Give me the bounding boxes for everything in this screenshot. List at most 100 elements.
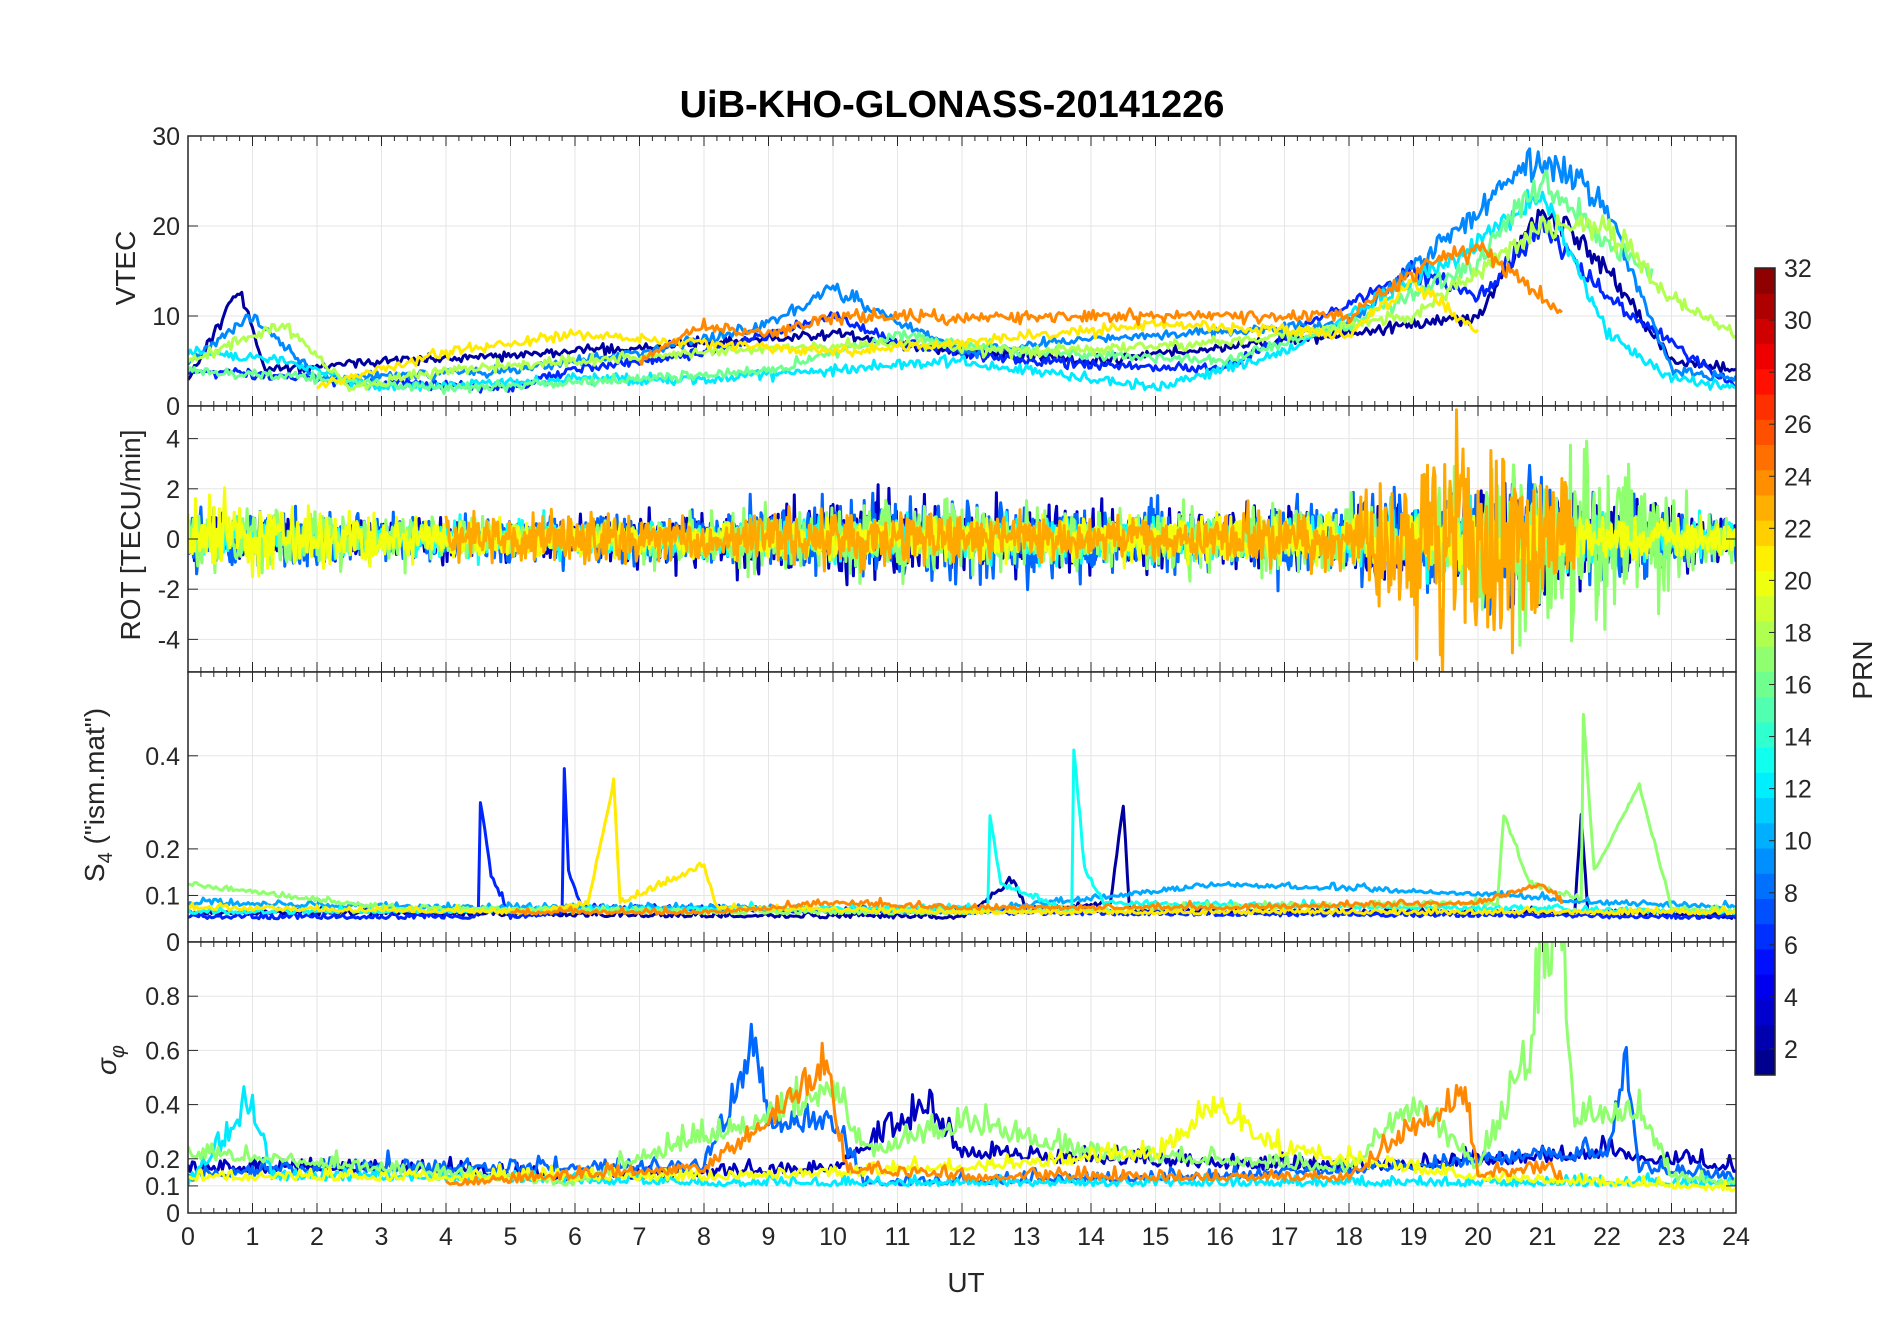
ytick-label-sigma: 0.4 — [145, 1092, 180, 1120]
colorbar-segment — [1755, 368, 1775, 395]
ylabel-vtec: VTEC — [110, 231, 141, 306]
ylabel-s4: S4 ("ism.mat") — [79, 708, 117, 882]
xtick-label: 16 — [1206, 1223, 1234, 1251]
ytick-label-rot: -4 — [158, 626, 180, 654]
ytick-label-sigma: 0 — [166, 1200, 180, 1228]
xtick-label: 13 — [1013, 1223, 1041, 1251]
colorbar-segment — [1755, 772, 1775, 799]
colorbar-segment — [1755, 923, 1775, 950]
ytick-label-vtec: 10 — [152, 303, 180, 331]
colorbar-tick-label: 10 — [1784, 828, 1812, 856]
colorbar-tick-label: 22 — [1784, 515, 1812, 543]
ylabel-sigma-phi: σφ — [91, 1045, 129, 1075]
xtick-label: 11 — [885, 1223, 911, 1251]
series-line-vtec-prn-24 — [638, 241, 1563, 366]
colorbar-segment — [1755, 721, 1775, 748]
ytick-label-sigma: 0.2 — [145, 1146, 180, 1174]
colorbar-segment — [1755, 822, 1775, 849]
colorbar-segment — [1755, 1049, 1775, 1076]
colorbar-segment — [1755, 444, 1775, 471]
series-line-sigma-prn-24 — [445, 1041, 1564, 1187]
ytick-label-s4: 0 — [166, 929, 180, 957]
colorbar-segment — [1755, 595, 1775, 622]
xtick-label: 15 — [1142, 1223, 1170, 1251]
series-line-s4-prn-21 — [188, 777, 1736, 916]
ytick-label-vtec: 30 — [152, 123, 180, 151]
colorbar-tick-label: 20 — [1784, 567, 1812, 595]
colorbar-tick-label: 6 — [1784, 932, 1798, 960]
series-line-vtec-prn-21 — [316, 272, 1480, 390]
colorbar-tick-label: 4 — [1784, 984, 1798, 1012]
xtick-label: 18 — [1335, 1223, 1363, 1251]
series-group-sigma — [188, 942, 1736, 1193]
panel-s4: 0 0.1 0.2 0.4 — [145, 671, 1737, 957]
ylabel-sigma-sub: φ — [107, 1045, 129, 1058]
xtick-label: 5 — [504, 1223, 518, 1251]
colorbar-tick-label: 18 — [1784, 619, 1812, 647]
xtick-label: 10 — [819, 1223, 847, 1251]
ytick-label-s4: 0.1 — [145, 882, 180, 910]
colorbar-frame — [1754, 267, 1776, 1076]
colorbar-segment — [1755, 419, 1775, 446]
series-line-rot-prn-23 — [444, 408, 1577, 672]
colorbar-segment — [1755, 873, 1775, 899]
ylabel-rot: ROT [TECU/min] — [115, 429, 146, 640]
xtick-label: 24 — [1722, 1223, 1750, 1251]
colorbar-tick-label: 26 — [1784, 411, 1812, 439]
ytick-label-vtec: 0 — [166, 393, 180, 421]
colorbar-segment — [1755, 268, 1775, 294]
colorbar-segment — [1755, 646, 1775, 672]
ytick-label-s4: 0.4 — [145, 743, 180, 771]
xtick-label: 9 — [762, 1223, 776, 1251]
xtick-label: 7 — [633, 1223, 647, 1251]
ylabel-s4-main: S — [79, 863, 110, 882]
colorbar-segment — [1755, 318, 1775, 345]
colorbar-segment — [1755, 898, 1775, 925]
colorbar-tick-label: 32 — [1784, 255, 1812, 283]
ytick-label-rot: 0 — [166, 526, 180, 554]
colorbar-segment — [1755, 469, 1775, 496]
colorbar-tick-label: 8 — [1784, 880, 1798, 908]
panel-sigma-phi: 00.10.20.40.60.80 1 2 3 4 5 6 7 8 9 10 11 12 13 14 15 16… — [145, 941, 1750, 1251]
xtick-label: 21 — [1529, 1223, 1557, 1251]
colorbar-segment — [1755, 696, 1775, 723]
colorbar-tick-label: 16 — [1784, 672, 1812, 700]
ytick-label-sigma: 0.1 — [145, 1173, 180, 1201]
xtick-label: 22 — [1593, 1223, 1621, 1251]
ylabel-s4-sub: 4 — [95, 852, 117, 863]
xtick-label: 14 — [1077, 1223, 1105, 1251]
colorbar-tick-label: 24 — [1784, 463, 1812, 491]
panel-vtec: 0 10 20 30 — [152, 123, 1737, 421]
series-line-vtec-prn-18 — [188, 213, 1736, 393]
ytick-label-rot: 2 — [166, 476, 180, 504]
ytick-label-s4: 0.2 — [145, 836, 180, 864]
colorbar-tick-label: 30 — [1784, 307, 1812, 335]
colorbar-segment — [1755, 394, 1775, 420]
colorbar-segment — [1755, 948, 1775, 975]
colorbar-segment — [1755, 520, 1775, 546]
colorbar-segment — [1755, 974, 1775, 1000]
xtick-label: 23 — [1658, 1223, 1686, 1251]
colorbar-segment — [1755, 621, 1775, 647]
series-line-sigma-prn-12 — [188, 1085, 1736, 1188]
colorbar-tick-label: 2 — [1784, 1036, 1798, 1064]
colorbar-segment — [1755, 494, 1775, 521]
xlabel: UT — [947, 1267, 984, 1298]
colorbar-segment — [1755, 293, 1775, 319]
ytick-label-sigma: 0.6 — [145, 1037, 180, 1065]
xtick-label: 8 — [697, 1223, 711, 1251]
series-line-vtec-prn-16 — [188, 169, 1654, 395]
colorbar-segment — [1755, 671, 1775, 698]
xtick-label: 4 — [439, 1223, 453, 1251]
colorbar-tick-label: 28 — [1784, 359, 1812, 387]
ylabel-s4-rest: ("ism.mat") — [79, 708, 110, 852]
ytick-label-rot: 4 — [166, 426, 180, 454]
xtick-label: 1 — [246, 1223, 260, 1251]
colorbar-segment — [1755, 797, 1775, 824]
xtick-label: 19 — [1400, 1223, 1428, 1251]
xtick-label: 3 — [375, 1223, 389, 1251]
xtick-label: 2 — [310, 1223, 324, 1251]
colorbar-tick-label: 12 — [1784, 776, 1812, 804]
